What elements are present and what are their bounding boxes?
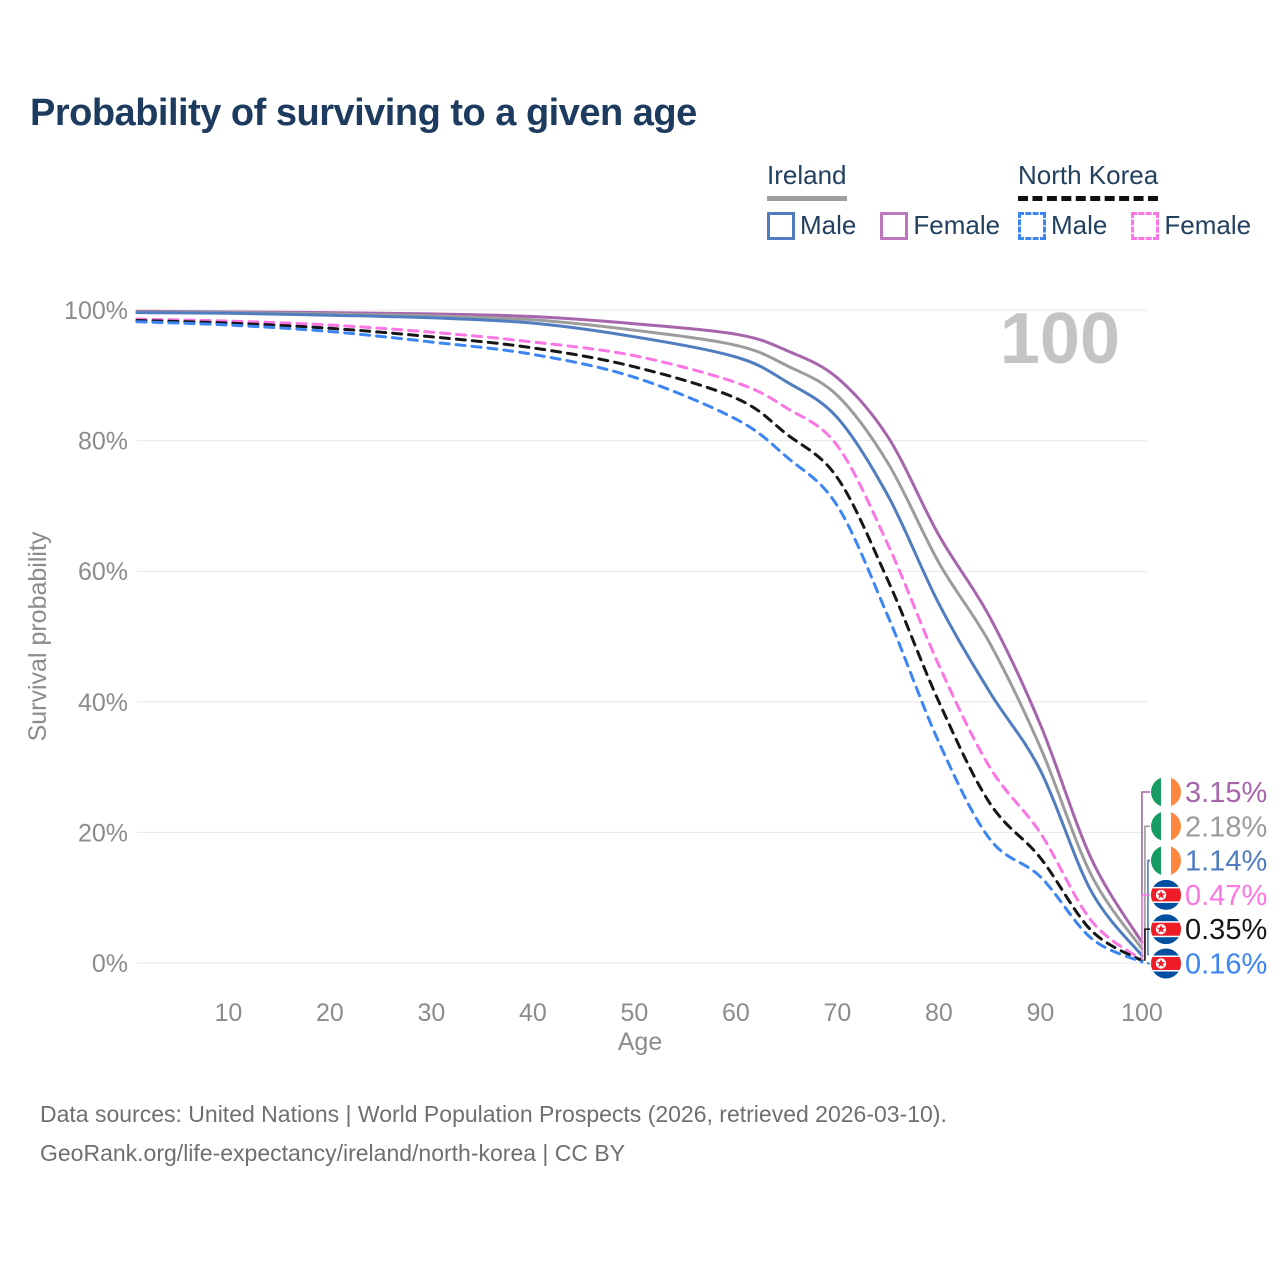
ireland-female-swatch-icon — [880, 211, 909, 240]
ireland-flag-icon — [1151, 777, 1181, 807]
north-korea-flag-icon — [1151, 914, 1181, 945]
x-axis-title: Age — [618, 1028, 662, 1056]
x-tick-label: 70 — [823, 999, 851, 1027]
end-label-connector — [1144, 928, 1150, 961]
series-line-ireland-male — [135, 311, 1144, 958]
legend-group-north-korea-title: North Korea — [1018, 160, 1159, 201]
legend-group-ireland-title: Ireland — [767, 160, 847, 201]
x-tick-label: 60 — [722, 999, 750, 1027]
x-tick-label: 90 — [1027, 999, 1055, 1027]
north-korea-male-swatch-icon — [1018, 211, 1046, 240]
x-tick-label: 80 — [925, 999, 953, 1027]
legend-item-label: Male — [800, 210, 857, 240]
y-tick-label: 80% — [78, 428, 128, 456]
series-line-north-korea-male — [135, 320, 1144, 964]
end-label-value: 1.14% — [1185, 846, 1267, 878]
end-label-ireland-both-sexes: 2.18% — [1151, 811, 1267, 843]
end-label-value: 2.18% — [1185, 811, 1267, 843]
legend-item-label: Male — [1051, 210, 1108, 240]
north-korea-female-swatch-icon — [1131, 211, 1160, 240]
end-label-connector — [1141, 894, 1150, 960]
y-tick-label: 20% — [78, 819, 128, 847]
x-tick-label: 50 — [620, 999, 648, 1027]
end-label-connector — [1141, 791, 1150, 943]
end-label-north-korea-male: 0.16% — [1151, 948, 1267, 981]
end-label-north-korea-both-sexes: 0.35% — [1151, 914, 1267, 946]
y-axis-title: Survival probability — [24, 531, 52, 741]
end-label-value: 0.16% — [1185, 949, 1267, 981]
ireland-male-swatch-icon — [767, 211, 795, 240]
y-tick-label: 0% — [92, 950, 128, 978]
age-watermark: 100 — [1000, 299, 1120, 379]
source-line-1: Data sources: United Nations | World Pop… — [40, 1101, 947, 1127]
legend-item-label: Female — [913, 210, 1001, 240]
legend-group-ireland: Ireland Male Female — [767, 160, 1000, 241]
end-label-connector — [1147, 859, 1150, 956]
end-label-value: 0.47% — [1185, 880, 1267, 912]
y-tick-label: 100% — [64, 297, 128, 325]
end-label-north-korea-female: 0.47% — [1151, 879, 1267, 912]
y-tick-label: 40% — [78, 689, 128, 717]
x-tick-label: 10 — [214, 999, 242, 1027]
series-line-north-korea-both-sexes — [135, 318, 1144, 963]
north-korea-flag-icon — [1151, 948, 1181, 979]
chart-title: Probability of surviving to a given age — [30, 92, 697, 134]
x-tick-label: 20 — [316, 999, 344, 1027]
legend-item-label: Female — [1164, 210, 1252, 240]
ireland-flag-icon — [1151, 845, 1181, 876]
x-tick-label: 30 — [417, 999, 445, 1027]
plot-area[interactable] — [137, 310, 1147, 963]
legend-item-ireland-female[interactable]: Female — [880, 210, 1000, 241]
end-label-ireland-male: 1.14% — [1151, 845, 1267, 878]
north-korea-flag-icon — [1151, 879, 1181, 910]
ireland-flag-icon — [1151, 811, 1181, 842]
legend-item-ireland-male[interactable]: Male — [767, 210, 856, 241]
legend-item-north-korea-female[interactable]: Female — [1131, 210, 1251, 241]
y-tick-label: 60% — [78, 558, 128, 586]
end-label-value: 0.35% — [1185, 914, 1267, 946]
series-line-north-korea-female — [135, 317, 1144, 962]
end-label-connector — [1144, 825, 1150, 949]
source-note: Data sources: United Nations | World Pop… — [40, 1095, 947, 1173]
legend-item-north-korea-male[interactable]: Male — [1018, 210, 1107, 241]
legend-group-north-korea: North Korea Male Female — [1018, 160, 1251, 241]
end-label-ireland-female: 3.15% — [1151, 777, 1267, 809]
x-tick-label: 100 — [1121, 999, 1163, 1027]
end-label-connector — [1147, 961, 1150, 965]
source-line-2: GeoRank.org/life-expectancy/ireland/nort… — [40, 1140, 626, 1166]
end-label-value: 3.15% — [1185, 777, 1267, 809]
x-tick-label: 40 — [519, 999, 547, 1027]
